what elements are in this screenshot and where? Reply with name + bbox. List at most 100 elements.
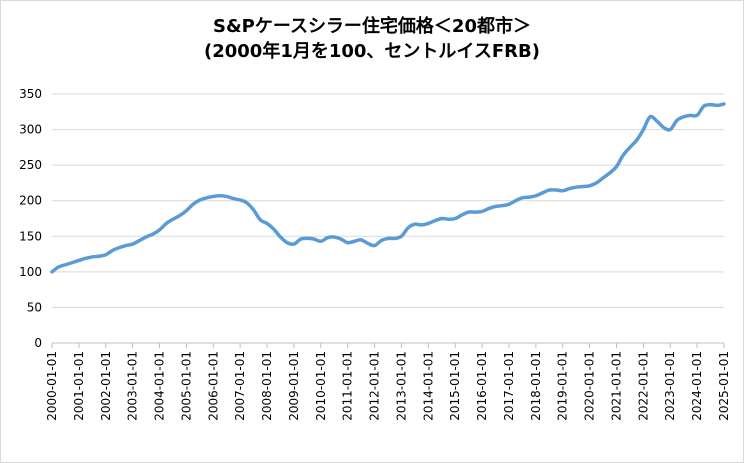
data-point [226,195,228,197]
x-tick-label: 2015-01-01 [448,351,462,421]
data-point [367,242,369,244]
data-point [441,217,443,219]
y-tick-label: 200 [19,194,42,208]
data-point [78,259,80,261]
x-tick-label: 2003-01-01 [126,351,140,421]
data-point [602,177,604,179]
data-point [420,224,422,226]
data-point [595,182,597,184]
data-point [622,154,624,156]
data-point [508,203,510,205]
data-point [629,146,631,148]
data-point [689,114,691,116]
data-point [192,203,194,205]
data-point [185,209,187,211]
data-point [313,238,315,240]
x-tick-label: 2016-01-01 [475,351,489,421]
data-point [219,195,221,197]
data-point [273,228,275,230]
data-point [427,222,429,224]
data-point [609,172,611,174]
data-point [575,186,577,188]
data-point [252,209,254,211]
data-point [548,189,550,191]
data-point [360,239,362,241]
x-tick-label: 2005-01-01 [179,351,193,421]
data-point [158,229,160,231]
data-point [474,211,476,213]
x-tick-label: 2018-01-01 [529,351,543,421]
data-point [246,202,248,204]
data-point [64,264,66,266]
data-point [152,233,154,235]
x-tick-label: 2007-01-01 [233,351,247,421]
data-point [333,236,335,238]
x-axis: 2000-01-01 2001-01-01 2002-01-01 2003-01-01… [45,342,731,421]
data-point [723,103,725,105]
x-tick-label: 2017-01-01 [502,351,516,421]
data-point [387,237,389,239]
data-point [407,227,409,229]
data-point [145,236,147,238]
x-tick-label: 2004-01-01 [153,351,167,421]
data-point [494,205,496,207]
gridlines [52,93,724,344]
data-point [521,197,523,199]
y-tick-label: 250 [19,158,42,172]
data-point [588,185,590,187]
data-point [635,139,637,141]
y-axis: 0 50 100 150 200 250 300 350 [19,87,42,350]
y-tick-label: 350 [19,87,42,101]
data-point [138,239,140,241]
data-point [84,257,86,259]
x-tick-label: 2010-01-01 [314,351,328,421]
data-point [125,244,127,246]
x-tick-label: 2024-01-01 [690,351,704,421]
data-point [656,120,658,122]
x-tick-label: 2020-01-01 [583,351,597,421]
data-point [481,210,483,212]
data-point [434,219,436,221]
data-point [541,192,543,194]
data-point [239,199,241,201]
data-point [709,103,711,105]
data-point [615,165,617,167]
data-point [380,239,382,241]
data-point [716,104,718,106]
data-point [555,189,557,191]
data-point [111,249,113,251]
data-point [394,237,396,239]
data-point [340,238,342,240]
data-point [467,211,469,213]
data-point [676,119,678,121]
x-tick-label: 2002-01-01 [99,351,113,421]
data-point [582,185,584,187]
y-tick-label: 300 [19,123,42,137]
data-point [172,218,174,220]
x-tick-label: 2009-01-01 [287,351,301,421]
data-point [346,241,348,243]
data-point [279,236,281,238]
x-tick-label: 2012-01-01 [368,351,382,421]
chart-title-line-1: S&Pケースシラー住宅価格＜20都市＞ [212,16,531,37]
data-point [91,256,93,258]
x-tick-label: 2025-01-01 [717,351,731,421]
data-point [266,222,268,224]
data-point [562,190,564,192]
series-line-0 [50,102,726,274]
data-point [642,128,644,130]
data-point [212,195,214,197]
data-point [259,219,261,221]
data-point [326,237,328,239]
y-tick-label: 50 [27,300,42,314]
data-point [293,243,295,245]
data-point [286,241,288,243]
data-point [299,238,301,240]
data-point [165,222,167,224]
data-point [98,255,100,257]
x-tick-label: 2013-01-01 [394,351,408,421]
data-point [669,128,671,130]
x-tick-label: 2022-01-01 [636,351,650,421]
